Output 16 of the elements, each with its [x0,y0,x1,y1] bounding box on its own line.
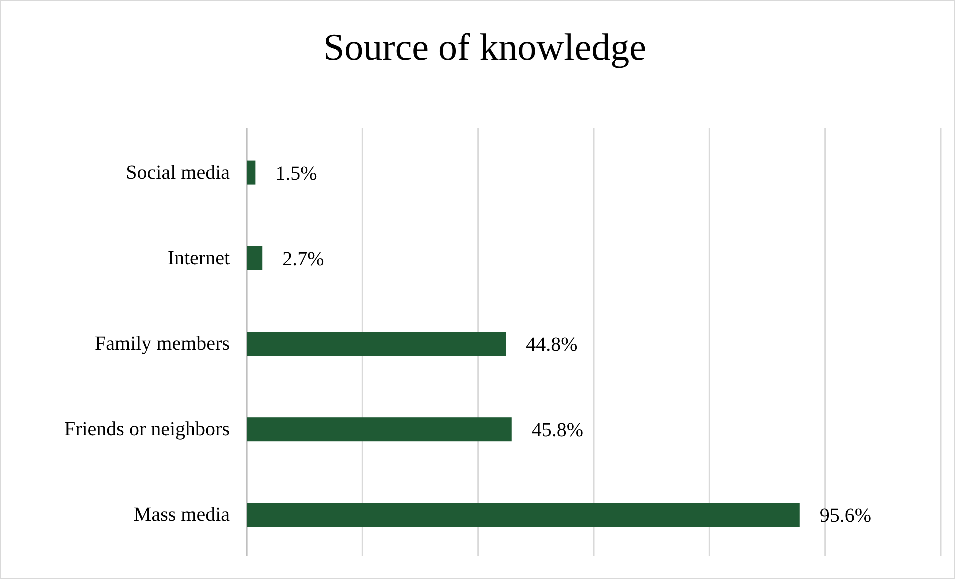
data-label: 44.8% [526,334,578,356]
data-label: 1.5% [276,162,318,185]
bar [247,246,263,270]
y-tick-label: Social media [126,162,230,184]
data-label: 95.6% [820,505,872,528]
bar [247,418,512,442]
bar [247,160,256,185]
y-tick-label: Internet [168,247,230,270]
data-label: 45.8% [532,420,584,442]
y-tick-label: Friends or neighbors [64,418,230,441]
bar [247,332,506,356]
bar [247,503,800,528]
y-tick-label: Family members [95,333,230,355]
chart-title: Source of knowledge [324,27,646,69]
y-tick-label: Mass media [134,504,230,526]
data-label: 2.7% [282,248,324,270]
